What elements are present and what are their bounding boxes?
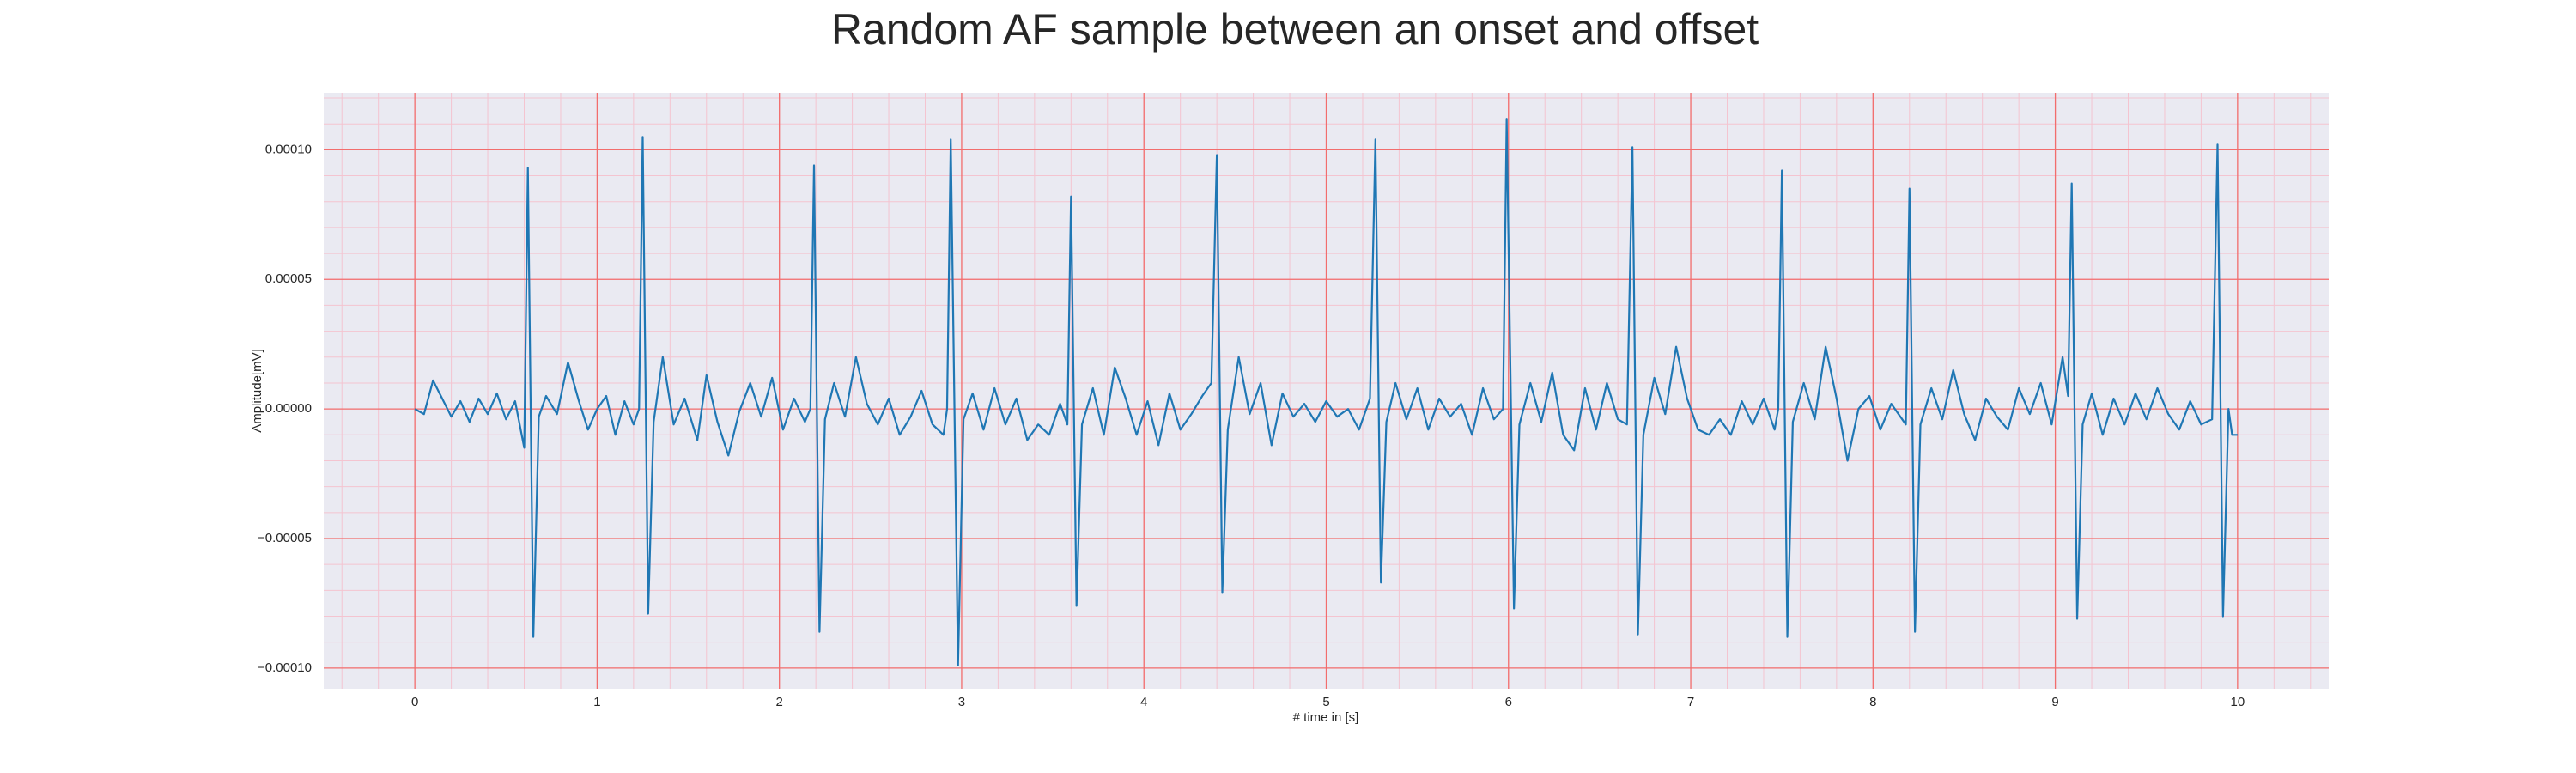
x-tick-label: 6 <box>1505 695 1512 709</box>
x-tick-label: 3 <box>958 695 965 709</box>
x-tick-label: 0 <box>411 695 418 709</box>
plot-area <box>324 93 2329 689</box>
x-tick-label: 2 <box>776 695 783 709</box>
y-tick-label: 0.00000 <box>265 401 312 416</box>
y-tick-label: −0.00010 <box>258 660 312 675</box>
x-axis-label: # time in [s] <box>1293 710 1359 725</box>
y-tick-label: −0.00005 <box>258 531 312 545</box>
y-tick-label: 0.00005 <box>265 271 312 286</box>
x-tick-label: 4 <box>1140 695 1147 709</box>
x-tick-label: 5 <box>1322 695 1329 709</box>
x-tick-label: 10 <box>2231 695 2245 709</box>
y-tick-label: 0.00010 <box>265 142 312 156</box>
signal-line <box>414 118 2238 666</box>
x-tick-label: 7 <box>1687 695 1694 709</box>
chart-title: Random AF sample between an onset and of… <box>831 5 1759 53</box>
x-tick-label: 8 <box>1869 695 1876 709</box>
x-tick-label: 9 <box>2051 695 2058 709</box>
x-tick-label: 1 <box>593 695 600 709</box>
y-axis-label: Amplitude[mV] <box>250 349 264 433</box>
